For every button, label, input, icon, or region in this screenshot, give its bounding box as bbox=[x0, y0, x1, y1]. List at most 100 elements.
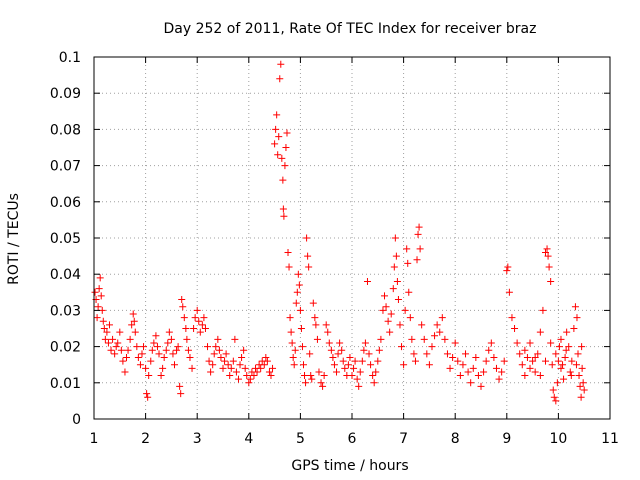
data-point bbox=[578, 343, 586, 351]
data-point bbox=[147, 357, 155, 365]
x-tick-label: 1 bbox=[90, 431, 99, 447]
data-point bbox=[226, 372, 234, 380]
data-point bbox=[329, 353, 337, 361]
data-point bbox=[425, 361, 433, 369]
data-point bbox=[123, 353, 131, 361]
data-point bbox=[416, 245, 424, 253]
data-point bbox=[505, 288, 513, 296]
data-point bbox=[436, 328, 444, 336]
data-point bbox=[188, 364, 196, 372]
data-point bbox=[191, 314, 199, 322]
data-point bbox=[560, 375, 568, 383]
data-point bbox=[178, 296, 186, 304]
data-point bbox=[565, 343, 573, 351]
data-point bbox=[214, 335, 222, 343]
data-point bbox=[542, 357, 549, 365]
data-point bbox=[526, 339, 534, 347]
data-point bbox=[454, 357, 462, 365]
data-point bbox=[543, 245, 551, 253]
data-point bbox=[536, 372, 544, 380]
data-point bbox=[405, 288, 413, 296]
data-point bbox=[567, 372, 575, 380]
data-point bbox=[324, 328, 332, 336]
data-point bbox=[170, 361, 178, 369]
data-point bbox=[338, 346, 346, 354]
data-point bbox=[234, 375, 242, 383]
data-point bbox=[392, 252, 400, 260]
data-point bbox=[136, 361, 144, 369]
data-point bbox=[297, 325, 305, 332]
y-tick-label: 0.06 bbox=[50, 195, 81, 211]
data-point bbox=[495, 375, 503, 383]
data-point bbox=[224, 361, 232, 369]
x-tick-label: 2 bbox=[141, 431, 150, 447]
data-point bbox=[557, 364, 565, 372]
data-point bbox=[276, 75, 284, 83]
data-point bbox=[282, 144, 290, 151]
y-tick-label: 0.04 bbox=[50, 267, 81, 283]
data-point bbox=[210, 350, 218, 358]
data-point bbox=[201, 325, 209, 332]
data-point bbox=[490, 353, 498, 361]
data-point bbox=[150, 339, 158, 347]
data-point bbox=[464, 368, 472, 376]
data-point bbox=[304, 252, 312, 260]
data-point bbox=[312, 321, 320, 329]
data-point bbox=[555, 343, 563, 351]
data-point bbox=[243, 372, 251, 380]
data-point bbox=[480, 368, 488, 376]
data-point bbox=[133, 343, 141, 351]
y-tick-label: 0.08 bbox=[50, 122, 81, 138]
data-point bbox=[117, 346, 125, 354]
data-point bbox=[413, 256, 421, 264]
data-point bbox=[305, 263, 313, 271]
data-point bbox=[219, 364, 227, 372]
data-point bbox=[157, 372, 165, 380]
data-point bbox=[393, 277, 401, 285]
data-point bbox=[241, 364, 249, 372]
data-point bbox=[217, 353, 225, 361]
x-tick-label: 10 bbox=[549, 431, 567, 447]
data-point bbox=[508, 314, 516, 322]
data-point bbox=[554, 357, 562, 365]
y-tick-label: 0.01 bbox=[50, 376, 81, 392]
data-point bbox=[165, 328, 173, 336]
data-point bbox=[112, 343, 120, 351]
data-point bbox=[469, 364, 477, 372]
data-point bbox=[531, 368, 539, 376]
data-point bbox=[579, 379, 587, 387]
data-point bbox=[275, 133, 283, 141]
data-point bbox=[327, 346, 335, 354]
data-point bbox=[346, 353, 354, 361]
data-point bbox=[553, 379, 561, 387]
data-point bbox=[279, 176, 287, 184]
data-point bbox=[167, 335, 175, 343]
data-point bbox=[292, 299, 300, 307]
y-tick-label: 0.07 bbox=[50, 159, 81, 175]
data-point bbox=[382, 303, 390, 311]
data-point bbox=[290, 361, 298, 369]
data-point bbox=[273, 111, 281, 119]
data-point bbox=[101, 335, 109, 343]
data-point bbox=[391, 234, 399, 242]
data-point bbox=[365, 350, 373, 358]
data-point bbox=[562, 346, 570, 354]
data-point bbox=[557, 335, 565, 343]
data-point bbox=[160, 353, 168, 361]
data-point bbox=[580, 386, 588, 394]
data-point bbox=[311, 314, 319, 322]
data-point bbox=[193, 306, 201, 314]
data-point bbox=[155, 350, 163, 358]
data-point bbox=[116, 328, 124, 336]
data-point bbox=[265, 368, 273, 376]
x-tick-label: 11 bbox=[601, 431, 619, 447]
data-point bbox=[549, 386, 557, 394]
data-point bbox=[336, 339, 344, 347]
data-point bbox=[403, 245, 411, 253]
data-point bbox=[285, 263, 293, 271]
data-point bbox=[308, 375, 316, 383]
data-point bbox=[143, 390, 151, 398]
data-point bbox=[291, 346, 299, 354]
data-point bbox=[572, 361, 580, 369]
data-point bbox=[215, 346, 223, 354]
